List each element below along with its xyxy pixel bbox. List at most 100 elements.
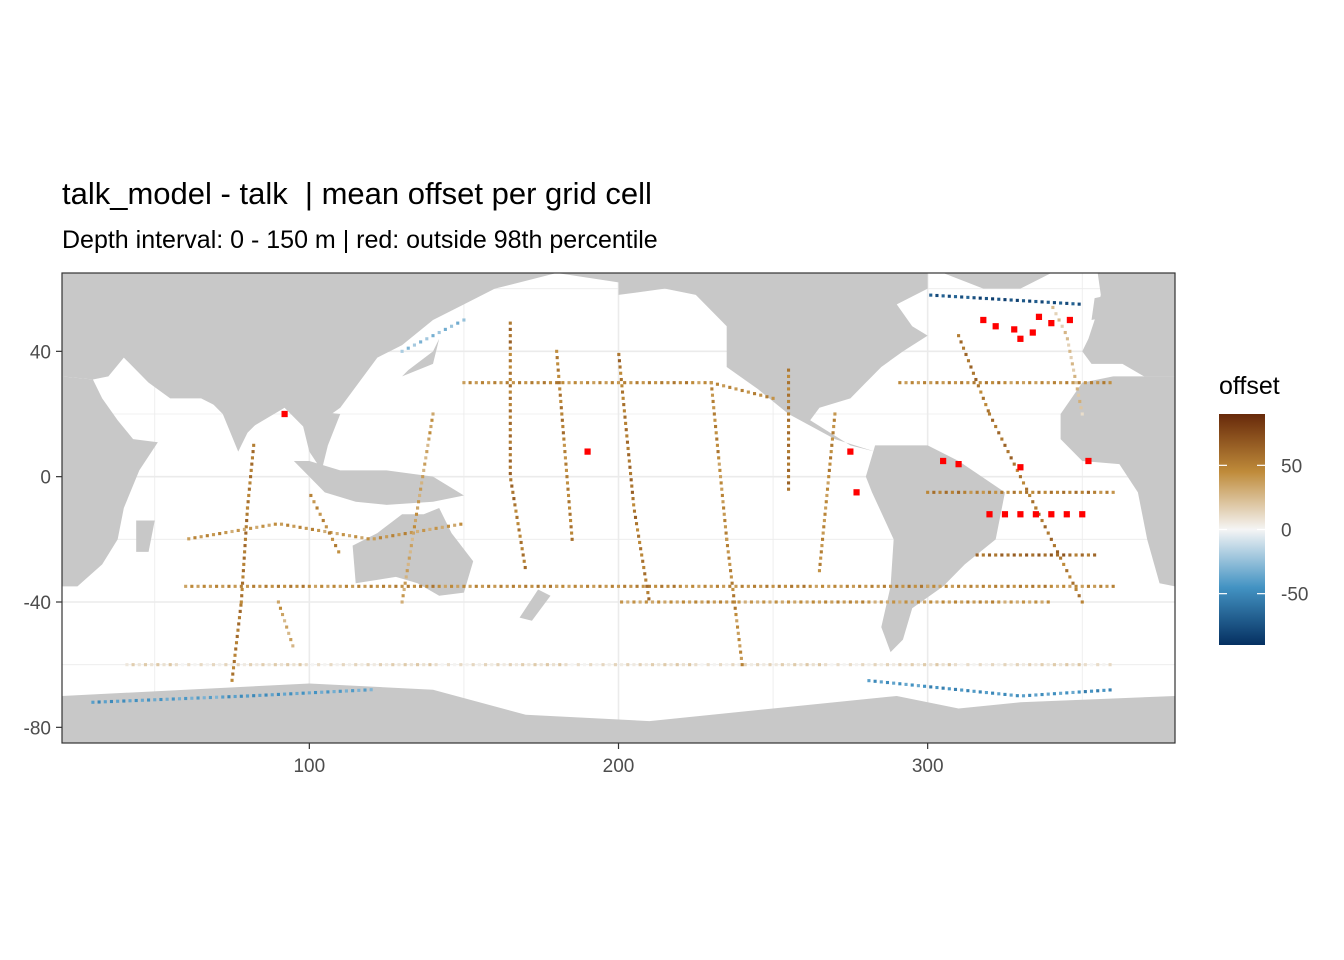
data-cell: [557, 381, 561, 385]
outlier-cell: [1035, 313, 1043, 320]
data-cell: [1046, 381, 1050, 385]
data-cell: [935, 600, 939, 604]
data-cell: [756, 600, 760, 604]
data-cell: [568, 512, 572, 516]
data-cell: [736, 631, 740, 635]
data-cell: [828, 462, 832, 466]
data-cell: [718, 475, 723, 479]
data-cell: [895, 584, 899, 588]
data-cell: [233, 694, 237, 699]
data-cell: [752, 584, 757, 588]
data-cell: [1099, 490, 1103, 494]
data-cell: [579, 381, 583, 385]
data-cell: [730, 581, 734, 585]
data-cell: [984, 403, 988, 407]
data-cell: [1072, 368, 1076, 372]
data-cell: [756, 663, 760, 667]
data-cell: [1003, 692, 1007, 696]
data-cell: [944, 490, 948, 494]
data-cell: [718, 468, 722, 472]
data-cell: [134, 698, 138, 703]
data-cell: [502, 663, 506, 667]
data-cell: [960, 688, 964, 692]
data-cell: [292, 524, 296, 528]
data-cell: [953, 663, 958, 667]
data-cell: [898, 600, 902, 604]
data-cell: [280, 612, 285, 617]
data-cell: [978, 690, 982, 694]
data-cell: [1105, 584, 1109, 588]
data-cells: [91, 293, 1115, 704]
data-cell: [822, 518, 826, 523]
data-cell: [244, 525, 248, 529]
data-cell: [715, 443, 719, 447]
data-cell: [474, 381, 478, 385]
data-cell: [935, 381, 939, 385]
data-cell: [171, 697, 175, 701]
data-cell: [337, 550, 341, 554]
data-cell: [518, 534, 522, 538]
data-cell: [480, 381, 485, 385]
data-cell: [904, 381, 908, 385]
data-cell: [598, 584, 602, 588]
data-cell: [1067, 343, 1071, 347]
data-cell: [994, 424, 998, 429]
data-cell: [1068, 575, 1072, 579]
data-cell: [1077, 381, 1081, 385]
data-cell: [938, 490, 942, 494]
data-cell: [1068, 584, 1072, 588]
data-cell: [559, 406, 563, 410]
data-cell: [159, 697, 163, 702]
data-cell: [1080, 584, 1084, 588]
data-cell: [802, 584, 806, 588]
data-cell: [786, 368, 791, 372]
data-cell: [320, 584, 324, 588]
data-cell: [632, 503, 636, 507]
data-cell: [425, 337, 429, 341]
data-cell: [997, 431, 1001, 435]
data-cell: [366, 537, 370, 541]
data-cell: [261, 663, 265, 667]
data-cell: [347, 534, 352, 538]
data-cell: [1108, 688, 1112, 692]
chart-title: talk_model - talk | mean offset per grid…: [62, 176, 652, 211]
data-cell: [412, 343, 416, 347]
data-cell: [1059, 663, 1063, 667]
data-cell: [437, 330, 441, 335]
data-cell: [1108, 663, 1112, 667]
data-cell: [430, 418, 434, 422]
data-cell: [660, 584, 664, 588]
data-cell: [638, 600, 642, 604]
data-cell: [997, 663, 1001, 667]
data-cell: [421, 475, 425, 479]
data-cell: [672, 381, 676, 385]
data-cell: [941, 294, 945, 298]
data-cell: [1043, 553, 1047, 557]
data-cell: [283, 619, 287, 623]
outlier-cell: [992, 323, 999, 330]
data-cell: [822, 525, 826, 529]
data-cell: [1015, 694, 1019, 698]
data-cell: [981, 396, 985, 400]
data-cell: [1037, 584, 1041, 588]
data-cell: [508, 465, 512, 469]
y-tick-label: 0: [40, 468, 51, 489]
data-cell: [1096, 689, 1100, 693]
data-cell: [1102, 381, 1106, 385]
data-cell: [650, 600, 655, 604]
data-cell: [211, 663, 216, 667]
data-cell: [125, 663, 129, 667]
data-cell: [548, 584, 553, 588]
data-cell: [639, 547, 643, 551]
data-cell: [604, 584, 608, 588]
data-cell: [137, 663, 141, 667]
data-cell: [304, 526, 308, 530]
data-cell: [620, 384, 624, 388]
data-cell: [607, 663, 611, 667]
data-cell: [354, 663, 358, 667]
x-tick-label: 300: [912, 756, 944, 777]
data-cell: [205, 534, 209, 538]
data-cell: [821, 584, 825, 588]
data-cell: [295, 691, 299, 696]
data-cell: [184, 584, 188, 588]
